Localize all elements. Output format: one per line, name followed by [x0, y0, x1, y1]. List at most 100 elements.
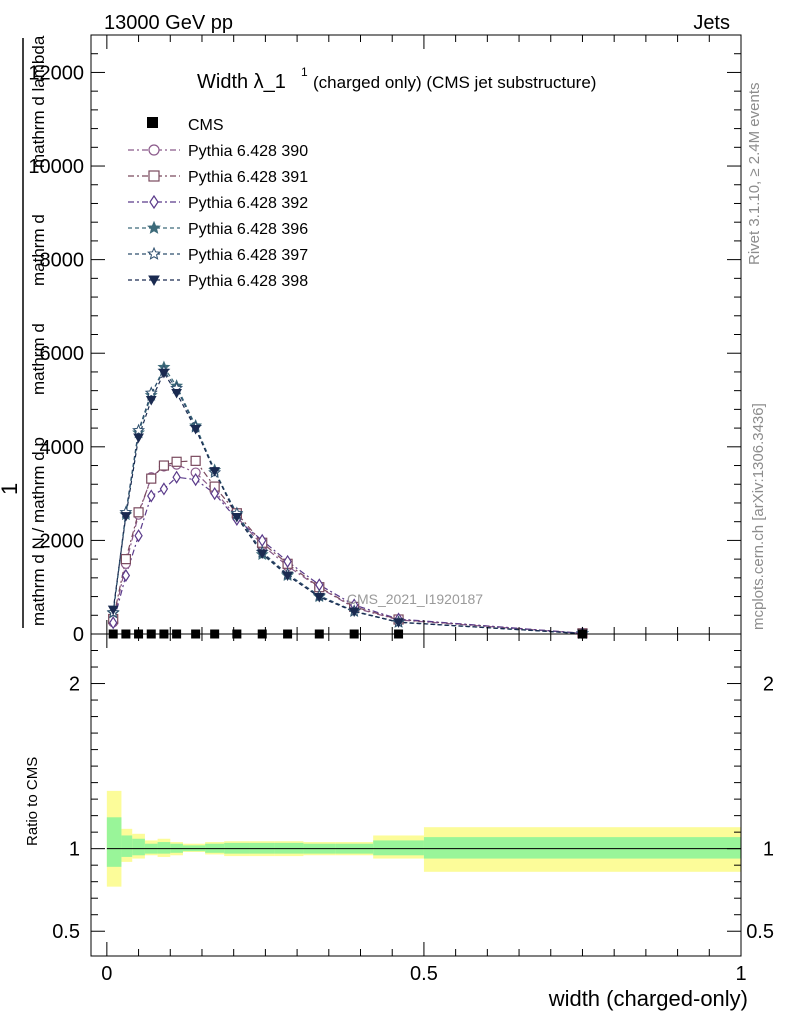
main-y-axis-label: 1 mathrm d N / mathrm d p mathrm d mathr… [0, 35, 48, 628]
legend-marker-3 [147, 220, 161, 234]
ylabel-denominator-c: mathrm d [29, 214, 48, 286]
ratio-inner-band-13 [373, 840, 424, 856]
series-2-point-6 [191, 472, 200, 487]
series-5-point-8 [231, 513, 243, 523]
legend: CMS Pythia 6.428 390 Pythia 6.428 391 Pyth… [128, 117, 308, 290]
main-x-ticks [106, 35, 742, 634]
main-ytick-label-6: 12000 [28, 62, 84, 84]
series-2-point-10 [283, 554, 292, 569]
main-ytick-label-5: 10000 [28, 156, 84, 178]
x-axis: 0 0.5 1 [101, 634, 747, 985]
series-5-point-1 [120, 512, 132, 522]
series-line-5 [112, 371, 583, 635]
legend-label-5: Pythia 6.428 398 [188, 273, 308, 290]
series-line-0 [112, 463, 583, 634]
ratio-ytick-label-left-1: 1 [69, 839, 80, 861]
legend-marker-4 [147, 246, 161, 260]
chart-title: Width λ_1 1 (charged only) (CMS jet subs… [197, 65, 596, 93]
series-1-point-4 [158, 460, 170, 471]
ylabel-denominator: mathrm d N / mathrm d p [29, 437, 48, 626]
rivet-version-label: Rivet 3.1.10, ≥ 2.4M events [746, 83, 763, 266]
x-axis-label: width (charged-only) [548, 986, 748, 1011]
series-5-point-2 [133, 433, 144, 443]
legend-label-2: Pythia 6.428 392 [188, 195, 308, 212]
title-main: Width λ_1 [197, 71, 286, 93]
series-line-1 [112, 460, 583, 634]
series-2-point-7 [210, 486, 219, 501]
series-2-point-3 [147, 489, 156, 503]
series-2-point-0 [108, 616, 118, 630]
series-4-point-2 [132, 423, 146, 436]
series-1-point-6 [190, 455, 201, 466]
title-superscript: 1 [301, 65, 308, 79]
main-series-group [106, 360, 589, 640]
ratio-uncertainty-bands [106, 790, 741, 887]
legend-label-0: Pythia 6.428 390 [188, 143, 308, 160]
main-panel: 0 2000 4000 6000 8000 10000 12000 [28, 34, 742, 646]
legend-marker-0 [148, 144, 160, 156]
series-2-point-4 [159, 482, 169, 496]
series-5-point-6 [190, 425, 201, 435]
series-5-point-9 [256, 549, 268, 560]
series-5-point-11 [313, 593, 325, 603]
ratio-inner-band-1 [121, 835, 133, 857]
ratio-inner-band-4 [157, 842, 171, 854]
legend-marker-1 [148, 170, 160, 182]
series-1-point-1 [120, 554, 131, 565]
series-1-point-5 [171, 456, 182, 467]
ratio-panel: 0.5 0.51 12 2 0 0.5 1 [52, 633, 774, 985]
main-ytick-label-2: 4000 [40, 437, 85, 459]
ratio-inner-band-0 [106, 817, 122, 867]
main-ytick-label-1: 2000 [40, 530, 85, 552]
header-jets-label: Jets [693, 12, 730, 34]
series-2-point-1 [121, 568, 131, 583]
main-ytick-label-4: 8000 [40, 250, 85, 272]
series-5-point-7 [209, 467, 221, 477]
legend-label-1: Pythia 6.428 391 [188, 169, 308, 186]
series-2-point-2 [134, 529, 143, 543]
ratio-inner-band-14 [423, 837, 741, 859]
ylabel-one: 1 [0, 483, 22, 495]
legend-marker-5 [148, 275, 160, 287]
ratio-y-axis-label: Ratio to CMS [24, 757, 41, 846]
main-y-axis: 0 2000 4000 6000 8000 10000 12000 [28, 53, 741, 646]
ylabel-denominator-d: mathrm d lambda [29, 35, 48, 168]
ratio-frame [90, 633, 742, 957]
ratio-y-axis: 0.5 0.5 1 1 2 2 [52, 650, 774, 943]
series-5-point-4 [158, 368, 170, 379]
ratio-ytick-label-right-1: 1 [763, 839, 774, 861]
header-energy-label: 13000 GeV pp [104, 12, 233, 34]
ratio-ytick-label-left-2: 2 [69, 674, 80, 696]
series-5-point-5 [171, 388, 182, 399]
series-5-point-0 [107, 605, 119, 616]
mcplots-label: mcplots.cern.ch [arXiv:1306.3436] [750, 403, 767, 630]
analysis-watermark: CMS_2021_I1920187 [347, 591, 483, 607]
series-5-point-10 [282, 571, 293, 582]
legend-cms-marker [147, 117, 158, 128]
series-5-point-13 [393, 618, 404, 628]
main-ytick-label-0: 0 [73, 624, 84, 646]
series-4-point-3 [144, 386, 158, 399]
legend-marker-2 [149, 194, 159, 210]
xtick-label-0: 0 [101, 963, 112, 985]
legend-label-4: Pythia 6.428 397 [188, 247, 308, 264]
series-line-4 [112, 369, 583, 635]
series-1-point-3 [146, 473, 157, 484]
ratio-ytick-label-right-0: 0.5 [746, 921, 774, 943]
legend-cms-label: CMS [188, 117, 224, 134]
series-5-point-12 [348, 607, 360, 618]
legend-label-3: Pythia 6.428 396 [188, 221, 308, 238]
xtick-label-1: 0.5 [410, 963, 438, 985]
series-2-point-5 [172, 470, 181, 484]
series-5-point-3 [145, 396, 157, 406]
xtick-label-2: 1 [735, 963, 746, 985]
ylabel-denominator-b: mathrm d [29, 323, 48, 395]
ratio-ytick-label-right-2: 2 [763, 674, 774, 696]
ratio-ytick-label-left-0: 0.5 [52, 921, 80, 943]
series-line-2 [112, 476, 583, 634]
title-rest: (charged only) (CMS jet substructure) [313, 73, 596, 92]
series-1-point-2 [133, 507, 144, 518]
ratio-inner-band-2 [132, 838, 145, 856]
main-ytick-label-3: 6000 [40, 343, 85, 365]
